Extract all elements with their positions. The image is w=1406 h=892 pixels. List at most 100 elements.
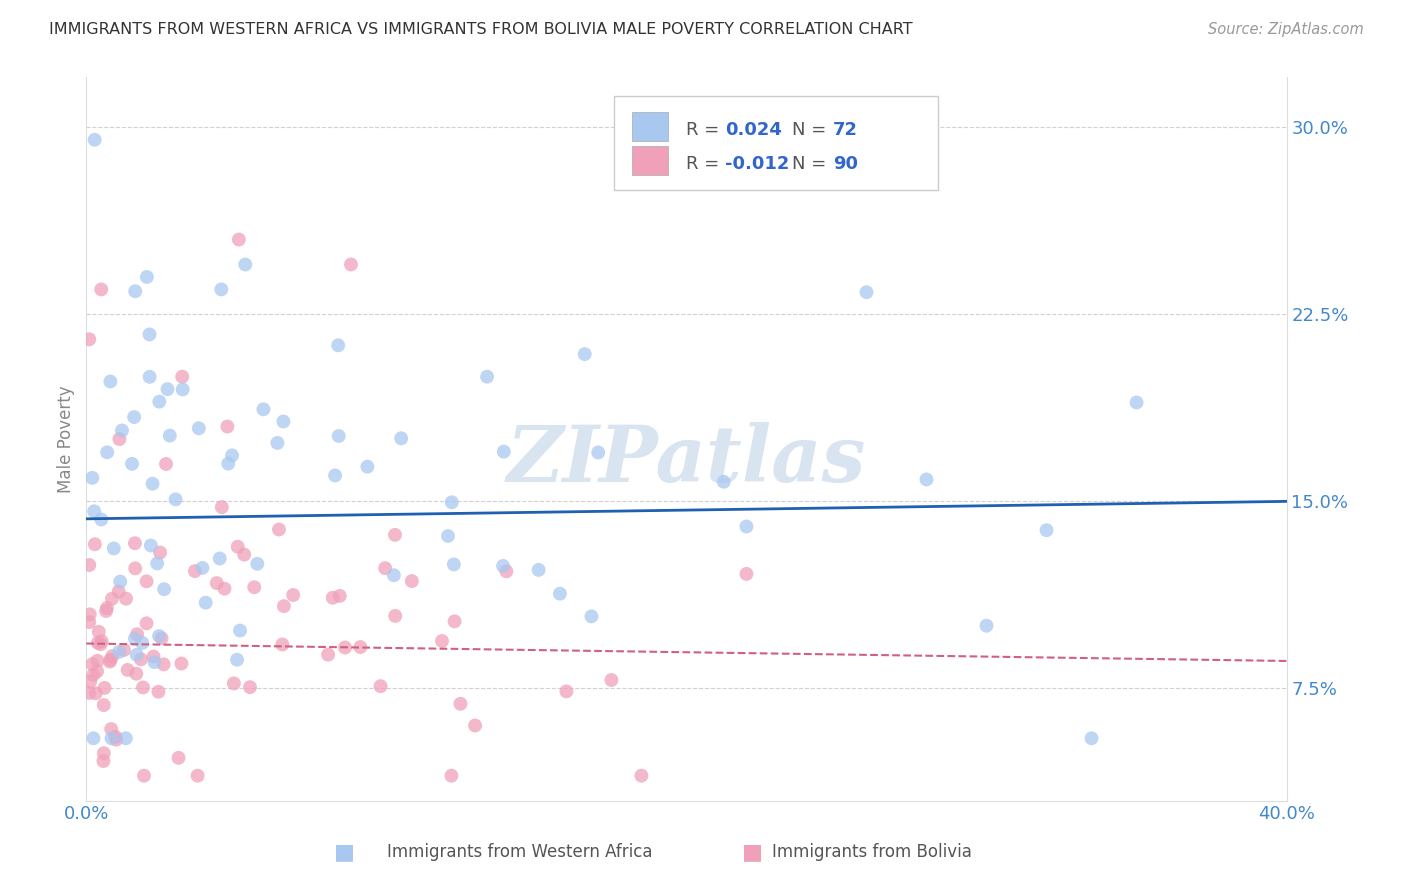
Point: [90, 512, 112, 526]
Point: [148, 685, 170, 699]
Point: [384, 528, 406, 542]
Point: [548, 587, 571, 601]
Point: [87, 636, 110, 650]
Point: [323, 468, 346, 483]
Point: [108, 645, 131, 659]
Point: [103, 541, 125, 556]
Point: [252, 402, 274, 417]
Point: [221, 448, 243, 462]
Point: [600, 673, 623, 687]
Text: ■: ■: [335, 842, 354, 862]
Point: [79, 615, 101, 629]
Point: [1125, 395, 1147, 409]
Point: [146, 557, 169, 571]
Point: [574, 347, 596, 361]
Point: [115, 591, 138, 606]
Point: [110, 574, 132, 589]
Point: [124, 536, 146, 550]
Point: [124, 285, 146, 299]
Point: [96, 445, 118, 459]
Point: [139, 539, 162, 553]
Point: [108, 432, 131, 446]
Point: [170, 657, 193, 671]
Point: [93, 698, 115, 712]
Point: [159, 428, 181, 442]
Point: [82, 731, 104, 746]
Point: [79, 332, 101, 346]
Point: [148, 394, 170, 409]
Point: [156, 382, 179, 396]
Point: [93, 681, 115, 695]
Point: [82, 657, 104, 672]
Point: [233, 257, 256, 271]
Point: [328, 429, 350, 443]
Point: [152, 657, 174, 672]
Point: [125, 648, 148, 662]
Point: [283, 588, 305, 602]
Point: [132, 681, 155, 695]
Point: [735, 566, 758, 581]
Point: [138, 369, 160, 384]
Point: [1035, 523, 1057, 537]
Text: ■: ■: [742, 842, 762, 862]
Text: N =: N =: [792, 121, 832, 139]
Point: [101, 649, 124, 664]
Point: [112, 643, 135, 657]
Point: [492, 444, 515, 458]
Point: [104, 730, 127, 744]
Point: [976, 618, 998, 632]
Point: [93, 746, 115, 760]
Point: [115, 731, 138, 746]
Point: [172, 369, 194, 384]
Bar: [633, 146, 668, 175]
Point: [443, 558, 465, 572]
Point: [271, 637, 294, 651]
Point: [217, 419, 239, 434]
Point: [328, 338, 350, 352]
Point: [329, 589, 352, 603]
Text: 90: 90: [832, 155, 858, 173]
Point: [205, 576, 228, 591]
Point: [132, 769, 155, 783]
Point: [222, 676, 245, 690]
Point: [1080, 731, 1102, 746]
Point: [233, 548, 256, 562]
Point: [356, 459, 378, 474]
Point: [111, 424, 134, 438]
Text: Immigrants from Bolivia: Immigrants from Bolivia: [772, 843, 972, 861]
Point: [101, 591, 124, 606]
Point: [581, 609, 603, 624]
Point: [464, 718, 486, 732]
Point: [384, 608, 406, 623]
Point: [187, 769, 209, 783]
Point: [94, 604, 117, 618]
Point: [79, 607, 101, 622]
Point: [267, 523, 290, 537]
Text: 0.024: 0.024: [725, 121, 782, 139]
Point: [82, 668, 104, 682]
Y-axis label: Male Poverty: Male Poverty: [58, 385, 75, 493]
Point: [184, 564, 207, 578]
Point: [124, 632, 146, 646]
Point: [214, 582, 236, 596]
Point: [121, 457, 143, 471]
Text: IMMIGRANTS FROM WESTERN AFRICA VS IMMIGRANTS FROM BOLIVIA MALE POVERTY CORRELATI: IMMIGRANTS FROM WESTERN AFRICA VS IMMIGR…: [49, 22, 912, 37]
Point: [148, 629, 170, 643]
Point: [79, 686, 101, 700]
Point: [117, 663, 139, 677]
Text: ZIPatlas: ZIPatlas: [506, 423, 866, 499]
Point: [194, 596, 217, 610]
Point: [100, 653, 122, 667]
Point: [124, 561, 146, 575]
Point: [243, 580, 266, 594]
Point: [135, 574, 157, 589]
Point: [440, 495, 463, 509]
Point: [172, 383, 194, 397]
Point: [208, 551, 231, 566]
Point: [333, 640, 356, 655]
Point: [90, 637, 112, 651]
Point: [389, 431, 412, 445]
Point: [440, 769, 463, 783]
Point: [630, 769, 652, 783]
Point: [449, 697, 471, 711]
